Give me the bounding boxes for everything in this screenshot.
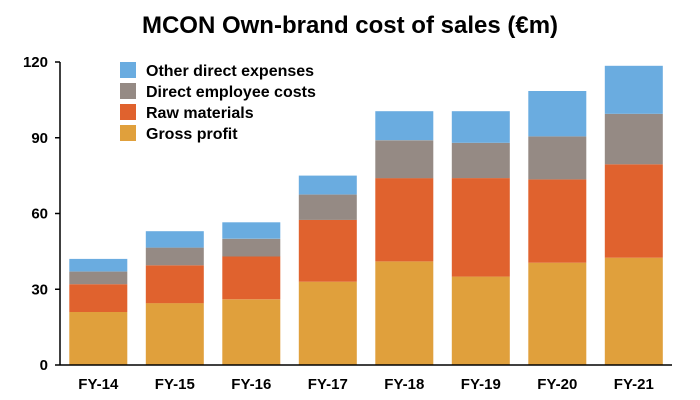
bar-fy-21-gross-profit	[604, 257, 663, 365]
legend: Other direct expenses Direct employee cos…	[120, 62, 316, 143]
bar-fy-18-other-direct-expenses	[375, 111, 434, 141]
y-tick-label: 120	[23, 54, 48, 71]
x-tick-label: FY-19	[461, 376, 501, 393]
bar-fy-19-gross-profit	[451, 276, 510, 365]
bar-fy-15-gross-profit	[145, 303, 204, 365]
legend-label-raw-materials: Raw materials	[146, 105, 254, 122]
bar-fy-17-direct-employee-costs	[298, 194, 357, 220]
bar-fy-16-other-direct-expenses	[222, 222, 281, 239]
bar-fy-15-raw-materials	[145, 265, 204, 304]
x-tick-label: FY-15	[155, 376, 195, 393]
bar-fy-19-direct-employee-costs	[451, 142, 510, 179]
bar-fy-16-direct-employee-costs	[222, 238, 281, 257]
bar-fy-19-other-direct-expenses	[451, 111, 510, 143]
bar-fy-14-gross-profit	[69, 312, 128, 365]
axis-layer: FY-14 FY-15 FY-16 FY-17 FY-18 FY-19 FY-20 FY-21…	[23, 54, 672, 393]
bar-fy-21-raw-materials	[604, 164, 663, 258]
legend-swatch-direct-employee-costs	[120, 83, 136, 99]
bar-fy-21-direct-employee-costs	[604, 113, 663, 165]
bar-fy-17-gross-profit	[298, 281, 357, 365]
bars-layer	[69, 65, 663, 365]
y-tick-label: 60	[31, 206, 48, 223]
bar-fy-14-direct-employee-costs	[69, 271, 128, 285]
legend-swatch-raw-materials	[120, 104, 136, 120]
x-tick-label: FY-14	[78, 376, 119, 393]
bar-fy-20-other-direct-expenses	[528, 91, 587, 137]
bar-fy-17-raw-materials	[298, 219, 357, 282]
bar-fy-20-direct-employee-costs	[528, 136, 587, 180]
y-tick-label: 30	[31, 281, 48, 298]
bar-fy-15-direct-employee-costs	[145, 247, 204, 266]
bar-fy-20-gross-profit	[528, 262, 587, 365]
legend-label-direct-employee-costs: Direct employee costs	[146, 84, 316, 101]
y-tick-label: 90	[31, 130, 48, 147]
bar-fy-20-raw-materials	[528, 179, 587, 263]
bar-fy-16-gross-profit	[222, 299, 281, 365]
bar-fy-19-raw-materials	[451, 178, 510, 277]
x-tick-label: FY-17	[308, 376, 348, 393]
bar-fy-21-other-direct-expenses	[604, 65, 663, 114]
bar-fy-17-other-direct-expenses	[298, 175, 357, 195]
x-tick-label: FY-20	[537, 376, 577, 393]
bar-fy-18-gross-profit	[375, 261, 434, 365]
bar-fy-16-raw-materials	[222, 256, 281, 300]
chart-title: MCON Own-brand cost of sales (€m)	[141, 12, 559, 39]
bar-fy-15-other-direct-expenses	[145, 231, 204, 248]
bar-fy-14-other-direct-expenses	[69, 258, 128, 272]
y-tick-label: 0	[40, 357, 48, 374]
legend-label-other-direct-expenses: Other direct expenses	[146, 63, 314, 80]
bar-fy-14-raw-materials	[69, 284, 128, 312]
x-tick-label: FY-21	[614, 376, 654, 393]
legend-swatch-gross-profit	[120, 125, 136, 141]
x-tick-label: FY-18	[384, 376, 424, 393]
x-tick-label: FY-16	[231, 376, 271, 393]
bar-fy-18-direct-employee-costs	[375, 140, 434, 179]
bar-fy-18-raw-materials	[375, 178, 434, 262]
legend-swatch-other-direct-expenses	[120, 62, 136, 78]
legend-label-gross-profit: Gross profit	[146, 126, 238, 143]
